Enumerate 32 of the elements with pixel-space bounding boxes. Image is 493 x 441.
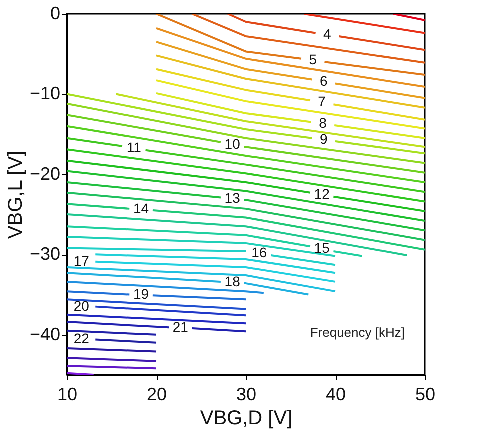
y-axis-title: VBG,L [V] [4,150,27,240]
x-tick-label: 50 [415,384,436,404]
series-label: 13 [224,190,241,206]
series-label: 11 [126,139,142,156]
series-label: 12 [314,186,330,202]
series-label: 22 [74,330,90,347]
series-label: 15 [314,240,330,256]
x-tick-label: 30 [236,384,257,404]
y-tick-label: −10 [30,84,60,104]
series-label: 17 [74,252,90,269]
series-label: 20 [74,298,90,314]
series-label: 6 [320,72,328,89]
series-label: 21 [172,319,189,336]
y-tick-label: −40 [30,324,60,344]
series-label: 5 [309,52,318,68]
series-label: 14 [133,200,150,217]
y-tick-label: −20 [30,164,60,184]
series-label: 7 [318,94,326,110]
x-tick-label: 10 [57,384,78,404]
series-label: 19 [133,286,150,302]
series-label: 16 [252,244,268,260]
x-axis-title: VBG,D [V] [200,408,293,430]
y-tick-label: −30 [30,244,60,264]
x-tick-label: 20 [146,384,168,404]
x-tick-label: 40 [326,384,346,404]
series-label: 18 [224,274,241,290]
series-label: 8 [319,114,328,131]
series-label: 10 [224,136,241,152]
series-label: 4 [324,26,332,42]
y-tick-label: 0 [50,4,60,24]
annotation: Frequency [kHz] [310,325,405,340]
series-label: 9 [320,130,328,147]
